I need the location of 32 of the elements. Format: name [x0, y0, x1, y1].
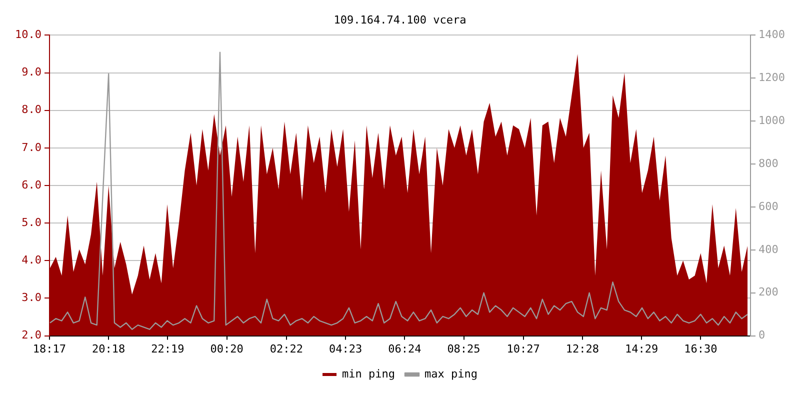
y-tick-label: 3.0 [22, 291, 42, 304]
y-tick-label: 5.0 [22, 216, 42, 229]
x-tick-label: 08:25 [447, 342, 480, 356]
x-tick-label: 06:24 [388, 342, 422, 356]
y-tick-label: 2.0 [22, 328, 42, 342]
x-tick-label: 04:23 [328, 342, 362, 356]
y2-tick-label: 0 [758, 328, 766, 342]
x-tick-label: 00:20 [210, 342, 244, 356]
x-tick-label: 12:28 [566, 342, 600, 356]
y2-tick-label: 800 [758, 156, 778, 170]
legend-label: max ping [424, 367, 478, 380]
y2-tick-label: 200 [758, 286, 778, 299]
y-tick-label: 8.0 [22, 103, 42, 116]
y2-tick-label: 600 [758, 200, 778, 213]
x-tick-label: 10:27 [506, 342, 540, 356]
y-tick-label: 9.0 [22, 66, 42, 79]
chart-title: 109.164.74.100 vcera [334, 13, 466, 26]
y2-tick-label: 1200 [758, 71, 786, 84]
x-tick-label: 20:18 [92, 342, 126, 356]
y2-tick-label: 1000 [758, 114, 786, 127]
y-tick-label: 6.0 [22, 178, 42, 192]
x-tick-label: 16:30 [684, 342, 718, 356]
y-tick-label: 4.0 [22, 254, 42, 267]
y-tick-label: 7.0 [22, 140, 42, 154]
x-tick-label: 02:22 [270, 342, 303, 356]
x-tick-label: 14:29 [625, 342, 658, 356]
legend-label: min ping [342, 367, 396, 380]
y2-tick-label: 400 [758, 242, 778, 256]
x-tick-label: 18:17 [32, 342, 66, 356]
y2-tick-label: 1400 [758, 28, 786, 42]
x-tick-label: 22:19 [151, 342, 184, 356]
y-tick-label: 10.0 [14, 28, 42, 42]
